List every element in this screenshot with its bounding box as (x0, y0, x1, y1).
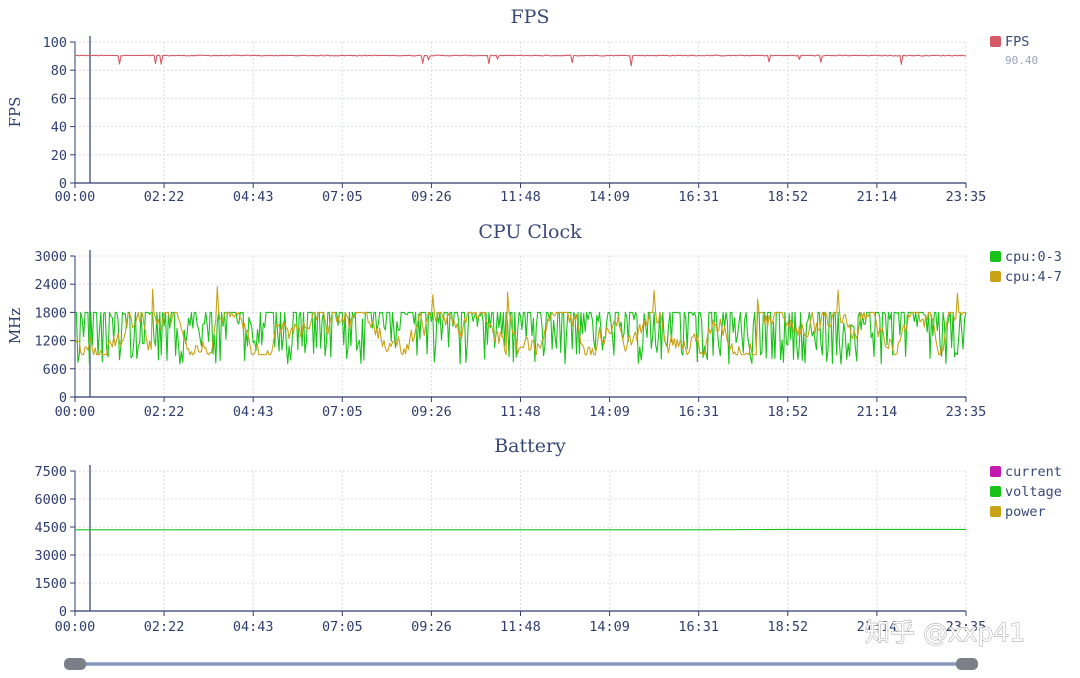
legend-swatch (990, 506, 1001, 517)
y-tick-label: 0 (59, 604, 67, 620)
legend-swatch (990, 36, 1001, 47)
chart-panel-1: CPU Clock 0 600 1200 1800 2400 3000 00:00 02:22 0… (6, 221, 1062, 420)
legend-label: voltage (1005, 484, 1062, 500)
chart-panel-2: Battery 0 1500 3000 4500 6000 7500 00:00 02:22 04… (34, 435, 1061, 635)
x-tick-label: 18:52 (767, 619, 808, 635)
legend-item-FPS[interactable]: FPS 90.40 (990, 34, 1038, 67)
y-tick-label: 40 (51, 120, 67, 136)
legend-swatch (990, 486, 1001, 497)
legend-swatch (990, 466, 1001, 477)
y-axis-label: FPS (6, 97, 24, 128)
legend-item-cpu-4-7[interactable]: cpu:4-7 (990, 269, 1062, 285)
legend-item-voltage[interactable]: voltage (990, 484, 1062, 500)
x-tick-label: 23:35 (946, 619, 987, 635)
x-tick-label: 00:00 (55, 619, 96, 635)
y-tick-label: 1800 (34, 305, 67, 321)
y-tick-label: 20 (51, 148, 67, 164)
watermark-text: 知乎 @xxp41 (865, 618, 1025, 647)
chart-title: CPU Clock (478, 221, 582, 243)
slider-handle-right[interactable] (956, 658, 978, 670)
x-tick-label: 16:31 (678, 404, 719, 420)
y-tick-label: 1500 (34, 576, 67, 592)
x-tick-label: 09:26 (411, 189, 452, 205)
y-tick-label: 80 (51, 63, 67, 79)
x-tick-label: 04:43 (233, 189, 274, 205)
x-tick-label: 16:31 (678, 189, 719, 205)
x-tick-label: 07:05 (322, 404, 363, 420)
legend-value: 90.40 (1005, 54, 1038, 67)
x-tick-label: 07:05 (322, 189, 363, 205)
y-tick-label: 2400 (34, 277, 67, 293)
x-tick-label: 23:35 (946, 189, 987, 205)
x-tick-label: 00:00 (55, 189, 96, 205)
x-tick-label: 11:48 (500, 619, 541, 635)
x-tick-label: 00:00 (55, 404, 96, 420)
legend-label: FPS (1005, 34, 1029, 50)
x-tick-label: 16:31 (678, 619, 719, 635)
y-tick-label: 6000 (34, 492, 67, 508)
x-tick-label: 21:14 (857, 404, 898, 420)
y-tick-label: 0 (59, 390, 67, 406)
y-tick-label: 3000 (34, 548, 67, 564)
x-tick-label: 02:22 (144, 619, 185, 635)
x-tick-label: 02:22 (144, 404, 185, 420)
y-tick-label: 60 (51, 91, 67, 107)
chart-title: Battery (494, 435, 566, 457)
x-tick-label: 21:14 (857, 619, 898, 635)
time-range-slider[interactable] (64, 658, 978, 670)
x-tick-label: 04:43 (233, 619, 274, 635)
chart-title: FPS (511, 6, 550, 28)
legend-swatch (990, 251, 1001, 262)
x-tick-label: 21:14 (857, 189, 898, 205)
legend-label: cpu:0-3 (1005, 249, 1062, 265)
x-tick-label: 11:48 (500, 189, 541, 205)
x-tick-label: 23:35 (946, 404, 987, 420)
x-tick-label: 07:05 (322, 619, 363, 635)
legend-item-cpu-0-3[interactable]: cpu:0-3 (990, 249, 1062, 265)
y-tick-label: 1200 (34, 334, 67, 350)
series-line-cpu-4-7 (74, 285, 966, 356)
y-tick-label: 0 (59, 176, 67, 192)
x-tick-label: 14:09 (589, 619, 630, 635)
x-tick-label: 02:22 (144, 189, 185, 205)
y-tick-label: 7500 (34, 464, 67, 480)
x-tick-label: 18:52 (767, 189, 808, 205)
legend-item-power[interactable]: power (990, 504, 1046, 520)
legend-label: power (1005, 504, 1046, 520)
x-tick-label: 04:43 (233, 404, 274, 420)
legend-item-current[interactable]: current (990, 464, 1062, 480)
x-tick-label: 09:26 (411, 619, 452, 635)
y-axis-label: MHz (6, 308, 24, 344)
y-tick-label: 600 (43, 362, 67, 378)
y-tick-label: 3000 (34, 249, 67, 265)
x-tick-label: 14:09 (589, 404, 630, 420)
x-tick-label: 18:52 (767, 404, 808, 420)
x-tick-label: 14:09 (589, 189, 630, 205)
y-tick-label: 4500 (34, 520, 67, 536)
series-line-FPS (75, 54, 966, 67)
x-tick-label: 11:48 (500, 404, 541, 420)
chart-panel-0: FPS 0 20 40 60 80 100 00:00 02:22 04:43 07:05 09:26… (6, 6, 1038, 205)
slider-handle-left[interactable] (64, 658, 86, 670)
legend-label: current (1005, 464, 1062, 480)
x-tick-label: 09:26 (411, 404, 452, 420)
y-tick-label: 100 (43, 35, 67, 51)
legend-swatch (990, 271, 1001, 282)
legend-label: cpu:4-7 (1005, 269, 1062, 285)
